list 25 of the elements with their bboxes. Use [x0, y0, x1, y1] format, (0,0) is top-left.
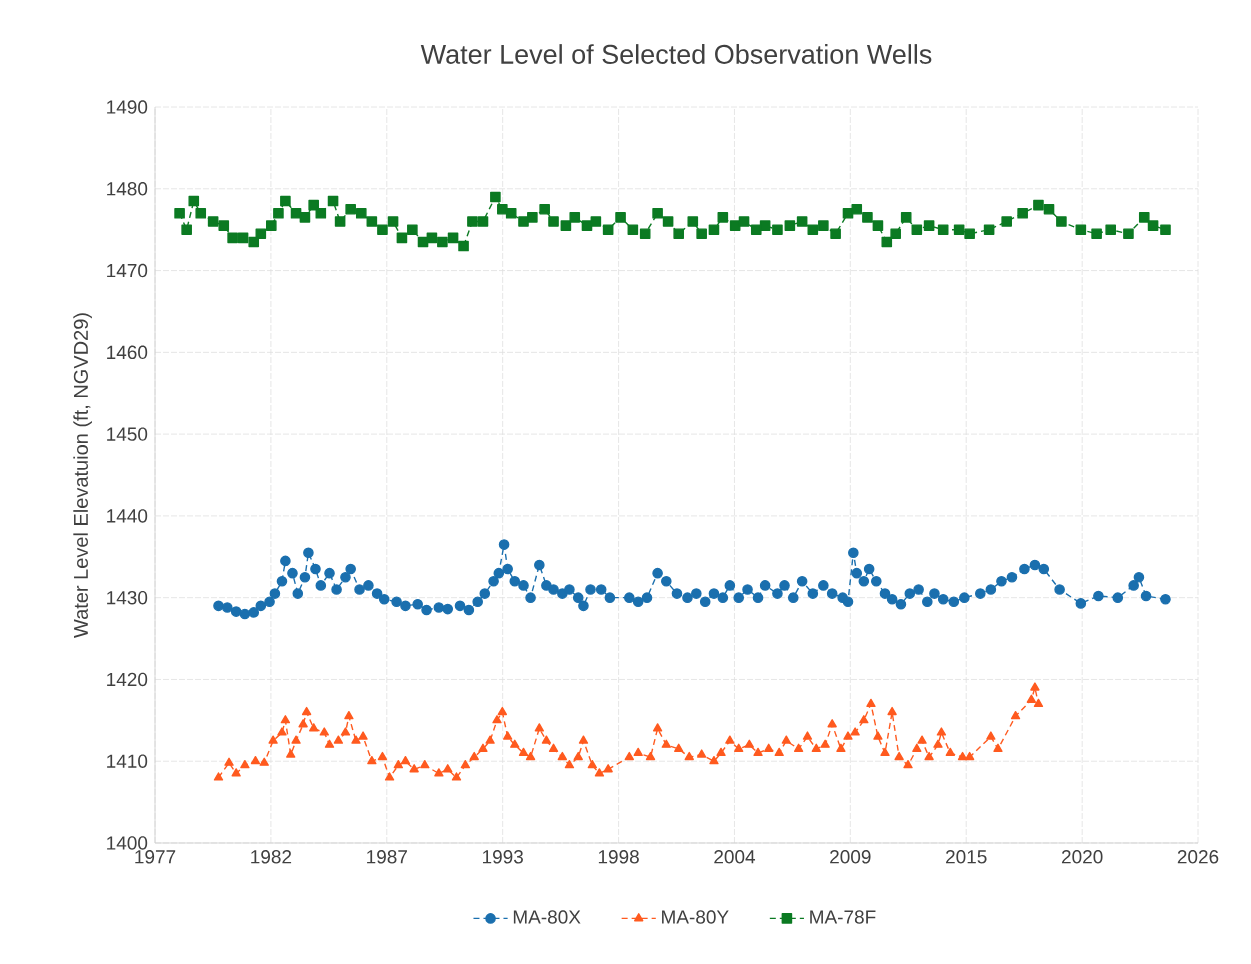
y-tick-label: 1490	[107, 100, 148, 114]
x-tick-label: 2009	[830, 850, 871, 864]
y-tick-label: 1450	[107, 427, 148, 441]
legend-label: MA-78F	[810, 910, 876, 924]
y-tick-label: 1460	[107, 345, 148, 360]
legend-label: MA-80Y	[662, 910, 729, 924]
y-tick-label: 1410	[107, 754, 148, 768]
y-tick-label: 1400	[107, 836, 148, 850]
y-tick-label: 1480	[107, 182, 148, 196]
x-tick-label: 2004	[714, 850, 756, 864]
chart-title: Water Level of Selected Observation Wells	[420, 44, 932, 64]
x-tick-label: 1982	[251, 850, 292, 864]
x-tick-label: 2015	[946, 850, 987, 864]
legend-label: MA-80X	[513, 910, 581, 924]
x-tick-label: 2020	[1061, 850, 1103, 864]
y-axis-title: Water Level Elevatuion (ft, NGVD29)	[73, 313, 92, 638]
y-tick-label: 1430	[107, 590, 148, 605]
x-tick-label: 1977	[135, 850, 176, 864]
y-tick-label: 1440	[107, 509, 148, 523]
y-tick-label: 1470	[107, 263, 148, 278]
x-tick-label: 1993	[483, 850, 523, 864]
x-tick-label: 1998	[598, 850, 639, 864]
x-tick-label: 2026	[1177, 850, 1219, 864]
y-tick-label: 1420	[107, 672, 148, 687]
x-tick-label: 1987	[367, 850, 407, 864]
